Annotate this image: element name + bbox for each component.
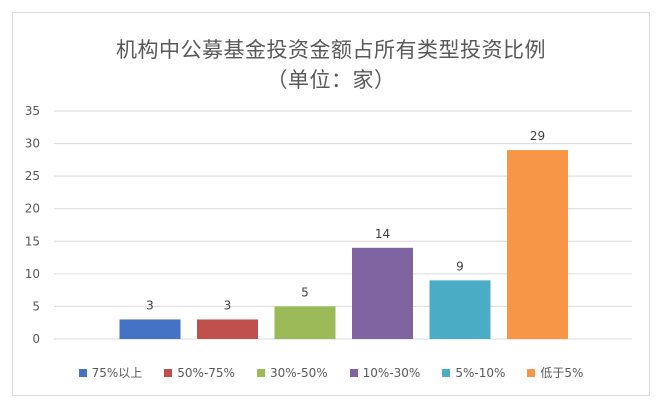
legend-item: 5%-10% — [442, 366, 505, 380]
legend-swatch — [164, 368, 173, 377]
y-tick-label: 20 — [25, 202, 40, 216]
data-labels: 3 3 5 14 9 29 — [146, 129, 545, 312]
bar-1 — [119, 319, 181, 339]
data-label: 9 — [456, 259, 464, 273]
y-tick-label: 15 — [25, 234, 40, 248]
data-label: 5 — [301, 285, 309, 299]
legend-label: 50%-75% — [177, 365, 235, 380]
legend-label: 10%-30% — [362, 365, 421, 380]
y-tick-label: 10 — [25, 267, 40, 281]
legend: 75%以上 50%-75% 30%-50% 10%-30% 5%-10% 低于5% — [0, 364, 662, 381]
legend-item: 50%-75% — [164, 366, 235, 380]
legend-label: 30%-50% — [269, 365, 328, 380]
legend-label: 75%以上 — [91, 366, 143, 380]
legend-item: 低于5% — [527, 364, 583, 381]
data-label: 3 — [224, 298, 232, 312]
chart-subtitle: （单位：家） — [266, 68, 396, 92]
data-label: 29 — [530, 129, 545, 143]
legend-item: 30%-50% — [256, 365, 328, 380]
y-tick-label: 25 — [25, 169, 40, 183]
bars — [119, 150, 568, 339]
y-tick-label: 35 — [25, 104, 40, 118]
legend-swatch — [78, 368, 87, 377]
bar-5 — [429, 280, 491, 339]
bar-2 — [197, 319, 258, 339]
legend-item: 10%-30% — [349, 365, 421, 380]
legend-swatch — [527, 368, 536, 377]
y-axis: 0 5 10 15 20 25 30 35 — [25, 104, 40, 346]
legend-swatch — [256, 368, 265, 377]
y-tick-label: 30 — [25, 137, 40, 151]
y-tick-label: 0 — [32, 332, 40, 346]
legend-label: 低于5% — [540, 366, 584, 380]
data-label: 14 — [375, 227, 390, 241]
bar-6 — [507, 150, 568, 339]
bar-3 — [274, 306, 336, 339]
legend-item: 75%以上 — [78, 364, 143, 381]
bar-4 — [352, 247, 413, 339]
chart-title: 机构中公募基金投资金额占所有类型投资比例 — [116, 38, 546, 62]
y-tick-label: 5 — [32, 299, 40, 313]
legend-label: 5%-10% — [455, 365, 506, 380]
data-label: 3 — [146, 298, 154, 312]
legend-swatch — [349, 368, 358, 377]
legend-swatch — [442, 368, 451, 377]
